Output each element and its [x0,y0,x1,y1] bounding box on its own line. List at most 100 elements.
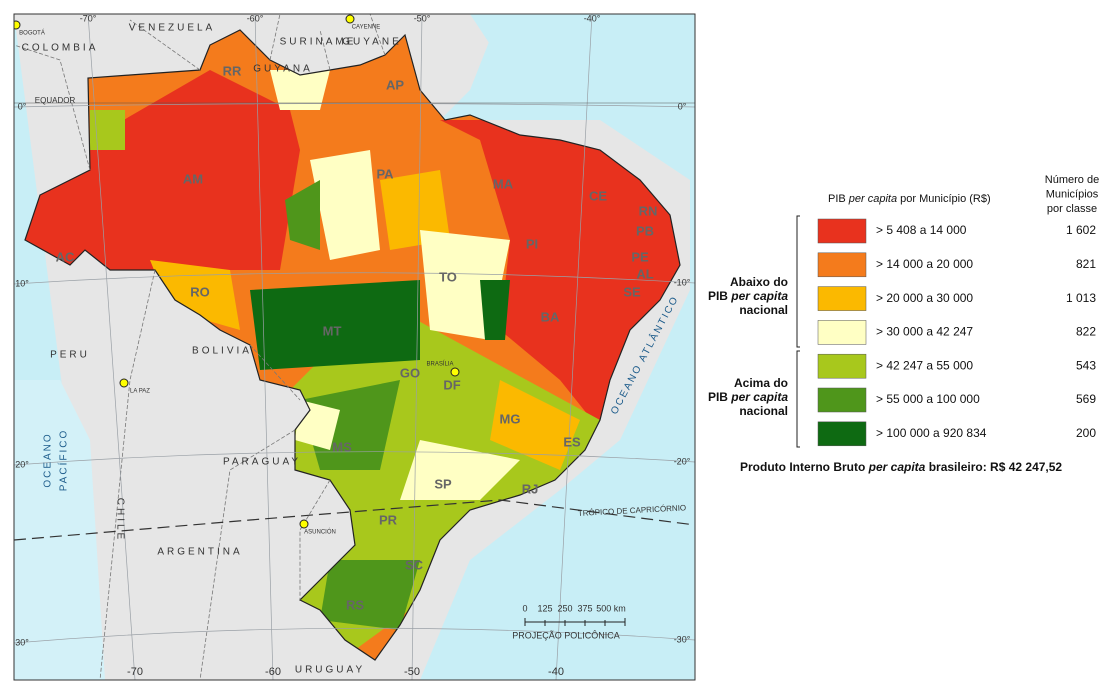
country-label: VENEZUELA [129,23,215,34]
class-count: 821 [1076,257,1096,271]
city-label: BRASÍLIA [426,361,453,368]
country-label: PARAGUAY [223,457,301,468]
class-label: > 100 000 a 920 834 [876,426,987,440]
pacific [14,380,105,680]
country-label: ARGENTINA [157,547,242,558]
region [400,440,520,500]
country-label: GUYANA [253,64,313,75]
country-label: COLOMBIA [22,43,99,54]
line-label: EQUADOR [35,96,76,105]
legend-swatch [817,218,867,244]
graticule [14,14,695,680]
class-count: 822 [1076,325,1096,339]
class-count: 200 [1076,426,1096,440]
region [310,150,380,260]
country-label: PERU [50,350,90,361]
state-label: RJ [522,481,539,496]
longitude-label: -40° [584,13,601,23]
country-label: SURINAME [280,37,357,48]
group-label: nacional [739,303,788,317]
city-marker [14,20,21,30]
country-label: GUYANE [342,37,402,48]
longitude-label: -50 [404,666,420,678]
longitude-label: -50° [414,13,431,23]
projection-label: PROJEÇÃO POLICÔNICA [512,630,620,640]
text-part: Abaixo do [730,275,788,289]
state-label: MT [323,323,342,338]
city-label: BOGOTÁ [19,30,45,37]
country-label: URUGUAY [295,665,365,676]
count-header: por classe [1047,203,1097,215]
state-label: PB [636,223,654,238]
city-label: CAYENNE [352,25,381,31]
latitude-label: 0° [678,101,687,111]
state-label: PA [376,166,394,181]
group-label: Acima do [734,376,788,390]
class-label: > 5 408 a 14 000 [876,223,967,237]
state-label: RO [190,284,210,299]
scale-label: 250 [557,603,572,613]
latitude-label: 10° [15,278,29,288]
longitude-label: -60° [247,13,264,23]
state-label: CE [589,188,607,203]
region [380,170,450,250]
city-marker [450,367,460,377]
text-part: brasileiro: R$ 42 247,52 [925,460,1062,474]
text-part: per capita [730,289,788,303]
scale-line [524,618,626,626]
city-marker [119,378,129,388]
state-label: PI [526,236,538,251]
state-label: AL [636,266,653,281]
latitude-label: 0° [18,101,27,111]
state-label: MS [332,439,352,454]
country-label: BOLIVIA [192,346,252,357]
region [270,70,330,110]
group-label: PIB per capita [708,289,788,303]
state-label: PR [379,512,398,527]
longitude-label: -70° [80,13,97,23]
state-label: AC [56,249,75,264]
legend-swatch [817,421,867,447]
longitude-label: -40 [548,666,564,678]
latitude-label: 20° [15,459,29,469]
latitude-label: -30° [674,634,691,644]
count-header: Municípios [1046,188,1099,200]
scale-bar [524,618,626,626]
text-part: Produto Interno Bruto [740,460,869,474]
state-label: RN [639,203,658,218]
scale-label: 125 [537,603,552,613]
text-part: per capita [848,193,897,205]
text-part: Acima do [734,376,788,390]
map-frame [13,13,696,681]
ocean-label: OCEANO [43,432,54,487]
group-label: Abaixo do [730,275,788,289]
state-label: AM [183,171,203,186]
legend: PIB per capita por Município (R$) Número … [708,174,1099,474]
class-label: > 42 247 a 55 000 [876,358,973,372]
region [285,180,320,250]
legend-swatch [817,320,867,345]
city-marker [299,519,309,529]
class-label: > 14 000 a 20 000 [876,257,973,271]
region [90,110,125,150]
region [150,260,240,330]
legend-footer: Produto Interno Bruto per capita brasile… [740,460,1062,474]
state-label: BA [541,309,560,324]
legend-swatch [817,286,867,311]
city-label: ASUNCIÓN [304,529,336,536]
country-label: CHILE [114,498,125,542]
count-header: Número de [1045,174,1099,186]
region [250,280,420,370]
latitude-label: 30° [15,637,29,647]
text-part: nacional [739,404,788,418]
scale-label: 500 km [596,603,626,613]
group-label: nacional [739,404,788,418]
class-count: 543 [1076,358,1096,372]
state-label: MG [500,411,521,426]
state-label: ES [563,434,581,449]
text-part: PIB [708,390,731,404]
scale-label: 0 [522,603,527,613]
state-label: PE [631,249,649,264]
tropic-line [14,499,695,541]
